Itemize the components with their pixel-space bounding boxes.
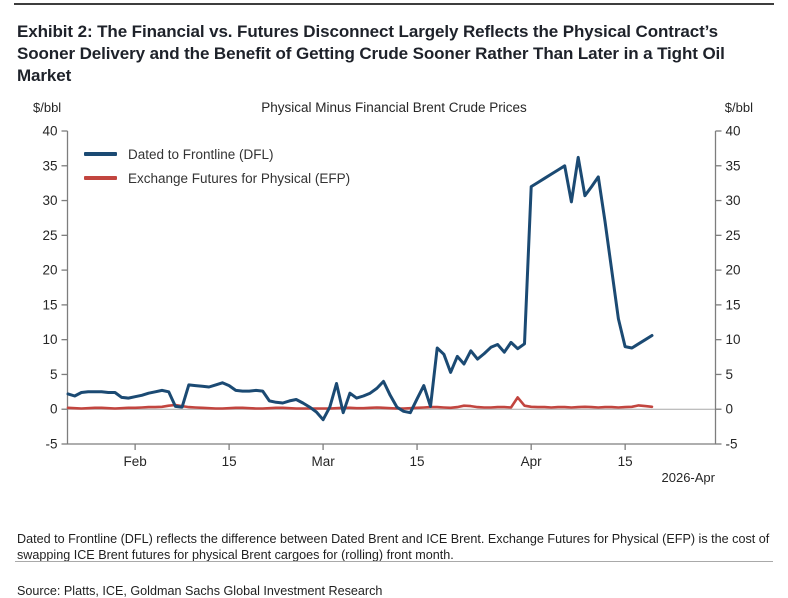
y-tick-label-left: 20: [42, 263, 57, 278]
y-tick-label-right: 5: [726, 367, 734, 382]
efp-line-swatch: [84, 176, 117, 180]
x-tick-label: Apr: [521, 454, 543, 469]
y-tick-label-left: -5: [45, 437, 57, 452]
top-divider: [14, 3, 774, 5]
x-tick-label: 15: [618, 454, 633, 469]
x-tick-label: Mar: [311, 454, 335, 469]
legend-item-efp: Exchange Futures for Physical (EFP): [84, 166, 350, 190]
source-divider: [15, 561, 773, 562]
brent-price-chart: -5 -5 0 0 5 5 10 10 15 15 20 20 25 25 30 30 35 35 40 40 Feb 1…: [42, 124, 741, 470]
y-tick-label-right: 30: [726, 193, 741, 208]
efp-line: [66, 396, 654, 410]
x-tick-label: Feb: [123, 454, 146, 469]
y-tick-label-left: 5: [50, 367, 58, 382]
dfl-line-swatch: [84, 152, 117, 156]
y-tick-label-right: -5: [726, 437, 738, 452]
y-tick-label-right: 15: [726, 297, 741, 312]
y-tick-label-left: 40: [42, 124, 57, 139]
exhibit-title: Exhibit 2: The Financial vs. Futures Dis…: [17, 22, 725, 86]
y-tick-label-left: 30: [42, 193, 57, 208]
y-tick-label-left: 15: [42, 297, 57, 312]
y-tick-label-right: 0: [726, 402, 734, 417]
dfl-legend-label: Dated to Frontline (DFL): [128, 146, 274, 162]
x-tick-label: 15: [410, 454, 425, 469]
x-tick-label: 15: [222, 454, 237, 469]
footnote: Dated to Frontline (DFL) reflects the di…: [17, 531, 770, 562]
y-tick-label-right: 25: [726, 228, 741, 243]
source-line: Source: Platts, ICE, Goldman Sachs Globa…: [17, 583, 383, 598]
y-tick-label-right: 10: [726, 332, 741, 347]
y-axis-unit-left: $/bbl: [33, 100, 62, 115]
legend-item-dfl: Dated to Frontline (DFL): [84, 142, 350, 166]
y-tick-label-left: 25: [42, 228, 57, 243]
y-tick-label-left: 0: [50, 402, 58, 417]
x-axis-period-note: 2026-Apr: [661, 470, 715, 485]
legend: Dated to Frontline (DFL) Exchange Future…: [84, 142, 350, 190]
y-tick-label-right: 40: [726, 124, 741, 139]
chart-title: Physical Minus Financial Brent Crude Pri…: [261, 100, 527, 115]
y-tick-label-right: 35: [726, 158, 741, 173]
y-tick-label-left: 10: [42, 332, 57, 347]
y-tick-label-left: 35: [42, 158, 57, 173]
y-axis-unit-right: $/bbl: [724, 100, 753, 115]
efp-legend-label: Exchange Futures for Physical (EFP): [128, 170, 351, 186]
y-tick-label-right: 20: [726, 263, 741, 278]
chart-area: -5 -5 0 0 5 5 10 10 15 15 20 20 25 25 30 30 35 35 40 40 Feb 1…: [0, 98, 788, 490]
dfl-line: [66, 155, 654, 422]
